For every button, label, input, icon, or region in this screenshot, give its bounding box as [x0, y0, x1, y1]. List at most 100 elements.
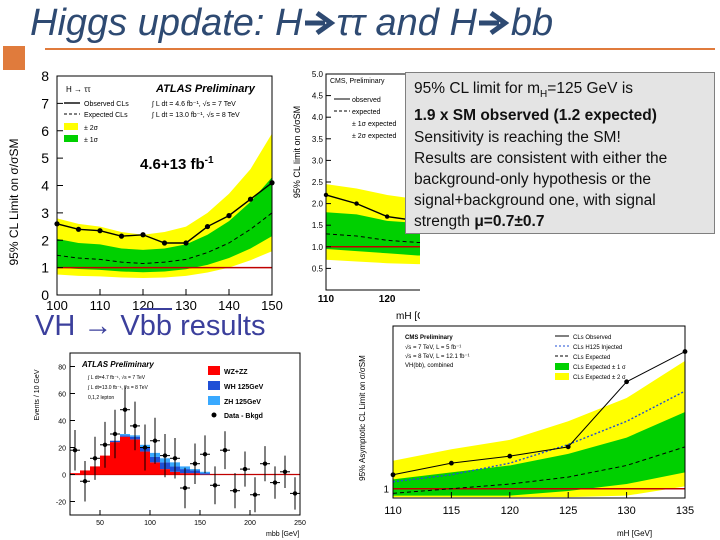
- callout-line-3: Sensitivity is reaching the SM!: [414, 128, 621, 146]
- x-tick-label: 250: [294, 520, 306, 527]
- y-tick-label: 2: [41, 232, 49, 248]
- callout-line-2: 1.9 x SM observed (1.2 expected): [414, 107, 657, 125]
- legend-observed: CLs Observed: [573, 335, 611, 341]
- observed-point: [226, 213, 232, 219]
- data-point: [132, 423, 138, 429]
- y-tick-label: 60: [58, 392, 66, 399]
- y-tick-label: 0: [62, 473, 66, 480]
- x-tick-label: 135: [676, 505, 694, 517]
- data-point: [112, 431, 118, 437]
- wzzz-bar: [150, 462, 160, 475]
- callout-line-1: 95% CL limit for mH=125 GeV is: [414, 78, 706, 105]
- observed-point: [204, 223, 211, 230]
- zh-bar: [120, 434, 130, 436]
- wzzz-bar: [130, 439, 140, 475]
- atlas-vhbb-mbb-chart: -20 0 20 40 60 80 50 100 150 200 250 mbb [GeV] Event…: [34, 352, 306, 538]
- data-point: [162, 453, 168, 458]
- vh-title-part-2: results: [172, 310, 266, 342]
- lumi-line-3: 0,1,2 lepton: [88, 395, 114, 401]
- x-tick-label: 150: [194, 520, 206, 527]
- legend-data-marker: [211, 412, 217, 418]
- y-tick-label: 8: [41, 68, 49, 84]
- data-point: [192, 461, 198, 466]
- observed-point: [565, 444, 571, 450]
- y-tick-label: 0: [41, 287, 49, 303]
- legend-1sigma: CLs Expected ± 1 σ: [573, 365, 626, 371]
- chart-title: ATLAS Preliminary: [155, 83, 256, 95]
- legend-1sigma: ± 1σ: [84, 137, 99, 144]
- y-tick-label: 5: [41, 150, 49, 166]
- data-point: [92, 456, 98, 461]
- observed-line: [325, 194, 420, 222]
- observed-point: [75, 226, 82, 232]
- x-tick-label: 50: [96, 520, 104, 527]
- callout-line1-sub: H: [540, 89, 548, 101]
- legend-swatch: [208, 381, 220, 390]
- legend-1sigma: ± 1σ expected: [352, 121, 396, 128]
- y-axis-label: 95% CL limit on σ/σSM: [292, 106, 302, 198]
- y-axis-label: 95% Asymptotic CL Limit on σ/σSM: [358, 355, 367, 481]
- expected-line: [325, 233, 420, 243]
- observed-point: [140, 232, 146, 238]
- legend-2sigma: CLs Expected ± 2 σ: [573, 375, 626, 381]
- plot-frame: [69, 352, 301, 516]
- plot-frame: [392, 325, 686, 499]
- data-point: [72, 448, 78, 453]
- legend-label: WZ+ZZ: [224, 369, 248, 376]
- y-tick-label: 0.5: [312, 264, 324, 273]
- x-tick-label: 120: [379, 294, 396, 305]
- cms-vhbb-limit-chart: 1 110 115 120 125 130 135 mH [GeV] 95% Asymptoti…: [358, 325, 694, 538]
- y-tick-label: 1: [383, 485, 389, 496]
- arrow-icon: [304, 10, 335, 36]
- legend-label: ZH 125GeV: [224, 399, 261, 406]
- title-part-1: Higgs update: H: [30, 2, 303, 44]
- y-tick-label: 3.5: [312, 135, 324, 144]
- lumi-line-2: √s = 8 TeV, L = 12.1 fb⁻¹: [405, 353, 470, 360]
- x-tick-label: 125: [559, 505, 577, 517]
- data-point: [262, 461, 268, 466]
- atlas-tautau-limit-chart: 0 1 2 3 4 5 6 7 8 100 110 120 130 140 150 95% CL Limit …: [7, 68, 283, 312]
- y-tick-label: 3: [41, 205, 49, 221]
- y-tick-label: -20: [56, 500, 66, 507]
- lumi-line-2: ∫ L dt=13.0 fb⁻¹, √s = 8 TeV: [87, 384, 149, 391]
- y-tick-label: 7: [41, 95, 49, 111]
- y-tick-label: 4.5: [312, 92, 324, 101]
- legend-2sigma-swatch: [64, 123, 78, 130]
- title-part-3: bb: [510, 2, 554, 44]
- x-tick-label: 140: [218, 298, 240, 312]
- wzzz-bar: [70, 473, 80, 475]
- x-tick-label: 100: [46, 298, 68, 312]
- y-tick-label: 4.0: [312, 113, 324, 122]
- data-point: [222, 448, 228, 453]
- title-accent-square: [3, 46, 25, 70]
- vh-title-part-1: VH → V: [35, 310, 140, 342]
- arrow-icon: [478, 10, 510, 36]
- x-axis-label: mH [GeV]: [617, 529, 652, 538]
- y-tick-label: 6: [41, 123, 49, 139]
- observed-point: [183, 240, 189, 246]
- y-tick-label: 3.0: [312, 156, 324, 165]
- y-tick-label: 20: [58, 446, 66, 453]
- y-axis-label: Events / 10 GeV: [34, 369, 41, 420]
- x-tick-label: 110: [318, 294, 335, 305]
- data-point: [242, 466, 248, 472]
- wh-bar: [200, 473, 210, 475]
- luminosity-text: 4.6+13 fb: [140, 156, 205, 173]
- legend-swatch: [208, 366, 220, 375]
- y-tick-label: 2.0: [312, 200, 324, 209]
- legend-swatch: [208, 396, 220, 405]
- legend-expected: CLs Expected: [573, 355, 610, 361]
- data-point: [232, 488, 238, 493]
- data-point: [212, 483, 218, 488]
- observed-point: [118, 233, 125, 239]
- data-point: [202, 452, 208, 457]
- x-tick-label: 130: [175, 298, 197, 312]
- lumi-line-3: VH(bb), combined: [405, 363, 453, 369]
- x-tick-label: 200: [244, 520, 256, 527]
- luminosity-label: 4.6+13 fb-1: [140, 155, 214, 173]
- observed-point: [384, 214, 390, 219]
- observed-line: [392, 351, 686, 476]
- x-axis-label: mbb [GeV]: [266, 531, 300, 538]
- data-point: [172, 456, 178, 461]
- x-tick-label: 110: [384, 505, 402, 517]
